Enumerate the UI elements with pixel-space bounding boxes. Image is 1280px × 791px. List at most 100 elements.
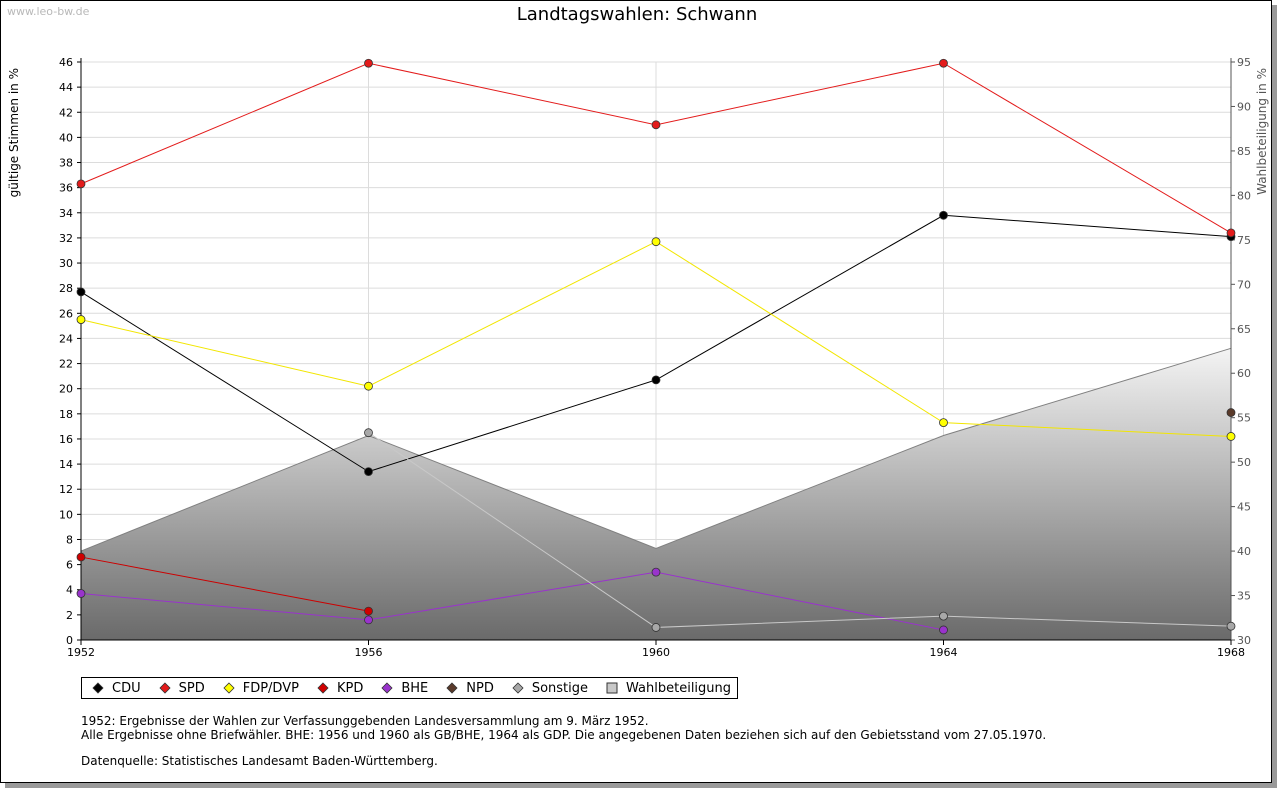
y2-tick-label: 85 (1237, 145, 1251, 158)
y-tick-label: 4 (66, 584, 73, 597)
legend-label-npd: NPD (466, 680, 494, 696)
turnout-area (80, 347, 1232, 640)
legend: CDU SPD FDP/DVP KPD BHE NPD Sonstige Wahlbeteil… (81, 677, 739, 699)
x-tick-label: 1968 (1217, 646, 1245, 659)
y-tick-label: 32 (59, 232, 73, 245)
legend-label-fdp-dvp: FDP/DVP (242, 680, 299, 696)
y-tick-label: 16 (59, 433, 73, 446)
y-tick-label: 28 (59, 282, 73, 295)
series-markers (76, 58, 1236, 635)
legend-item-bhe: BHE (375, 681, 428, 696)
marker-cdu (939, 210, 948, 220)
marker-spd (76, 179, 86, 189)
marker-npd (1226, 408, 1236, 417)
marker-fdp-dvp (651, 237, 661, 247)
legend-label-kpd: KPD (336, 680, 364, 696)
legend-item-kpd: KPD (311, 681, 363, 696)
y-tick-label: 12 (59, 483, 73, 496)
legend-label-spd: SPD (178, 680, 205, 696)
marker-bhe (76, 589, 86, 598)
marker-bhe (939, 625, 948, 635)
line-chart: 0246810121416182022242628303234363840424… (7, 56, 1269, 659)
marker-cdu (364, 467, 373, 477)
area-outline-wahlbeteiligung (80, 347, 1232, 552)
legend-marker-spd (159, 682, 171, 694)
legend-marker-sonstige (512, 682, 524, 694)
y-tick-label: 30 (59, 257, 73, 270)
marker-bhe (364, 615, 373, 625)
marker-sonstige (364, 428, 373, 438)
y-tick-label: 22 (59, 358, 73, 371)
y2-axis-title: Wahlbeteiligung in % (1255, 68, 1269, 195)
legend-item-fdp-dvp: FDP/DVP (217, 681, 299, 696)
y2-tick-label: 50 (1237, 456, 1251, 469)
y-tick-label: 0 (66, 634, 73, 647)
y-tick-label: 6 (66, 559, 73, 572)
y2-tick-label: 70 (1237, 278, 1251, 291)
y2-tick-label: 30 (1237, 634, 1251, 647)
y-axis-title: gültige Stimmen in % (7, 68, 21, 197)
marker-sonstige (651, 623, 661, 632)
axis-labels: 0246810121416182022242628303234363840424… (7, 56, 1269, 659)
y-tick-label: 26 (59, 307, 73, 320)
legend-label-bhe: BHE (401, 680, 429, 696)
legend-marker-npd (446, 682, 458, 694)
marker-sonstige (1226, 621, 1236, 631)
y-tick-label: 14 (59, 458, 73, 471)
marker-cdu (651, 375, 661, 385)
y-tick-label: 38 (59, 157, 73, 170)
marker-fdp-dvp (364, 381, 373, 391)
y2-tick-label: 80 (1237, 189, 1251, 202)
legend-item-spd: SPD (153, 681, 205, 696)
legend-marker-fdp-dvp (223, 682, 235, 694)
y2-tick-label: 45 (1237, 501, 1251, 514)
x-tick-label: 1964 (930, 646, 958, 659)
y2-tick-label: 95 (1237, 56, 1251, 69)
y-tick-label: 8 (66, 533, 73, 546)
x-tick-label: 1952 (67, 646, 95, 659)
marker-fdp-dvp (1226, 432, 1236, 441)
marker-spd (1226, 228, 1236, 238)
y2-tick-label: 60 (1237, 367, 1251, 380)
y2-tick-label: 65 (1237, 323, 1251, 336)
y-tick-label: 18 (59, 408, 73, 421)
x-tick-label: 1960 (642, 646, 670, 659)
marker-kpd (76, 552, 86, 562)
legend-item-cdu: CDU (86, 681, 141, 696)
y-tick-label: 40 (59, 131, 73, 144)
legend-marker-kpd (317, 682, 329, 694)
y-tick-label: 36 (59, 182, 73, 195)
series-line-bhe (80, 571, 944, 631)
y-tick-label: 44 (59, 81, 73, 94)
y-tick-label: 20 (59, 383, 73, 396)
y2-tick-label: 75 (1237, 234, 1251, 247)
legend-marker-cdu (92, 682, 104, 694)
data-source: Datenquelle: Statistisches Landesamt Bad… (81, 754, 438, 768)
x-tick-label: 1956 (355, 646, 383, 659)
footnote-2: Alle Ergebnisse ohne Briefwähler. BHE: 1… (81, 728, 1047, 742)
marker-sonstige (939, 611, 948, 621)
y-tick-label: 24 (59, 332, 73, 345)
y-tick-label: 2 (66, 609, 73, 622)
y-tick-label: 34 (59, 207, 73, 220)
marker-spd (939, 58, 948, 68)
marker-kpd (364, 606, 373, 616)
marker-fdp-dvp (939, 418, 948, 428)
y2-tick-label: 35 (1237, 590, 1251, 603)
legend-marker-bhe (381, 682, 393, 694)
watermark: www.leo-bw.de (7, 5, 90, 18)
footnote-1: 1952: Ergebnisse der Wahlen zur Verfassu… (81, 714, 649, 728)
marker-cdu (76, 287, 86, 297)
legend-item-wahlbeteiligung: Wahlbeteiligung (600, 681, 731, 696)
legend-marker-wahlbeteiligung (606, 682, 618, 694)
legend-item-npd: NPD (440, 681, 494, 696)
marker-spd (651, 120, 661, 130)
series-lines (80, 62, 1232, 631)
marker-fdp-dvp (76, 315, 86, 324)
series-line-kpd (80, 556, 369, 612)
chart-title: Landtagswahlen: Schwann (516, 4, 758, 25)
axes (77, 58, 1235, 645)
legend-label-cdu: CDU (112, 680, 141, 696)
legend-label-sonstige: Sonstige (531, 680, 589, 696)
